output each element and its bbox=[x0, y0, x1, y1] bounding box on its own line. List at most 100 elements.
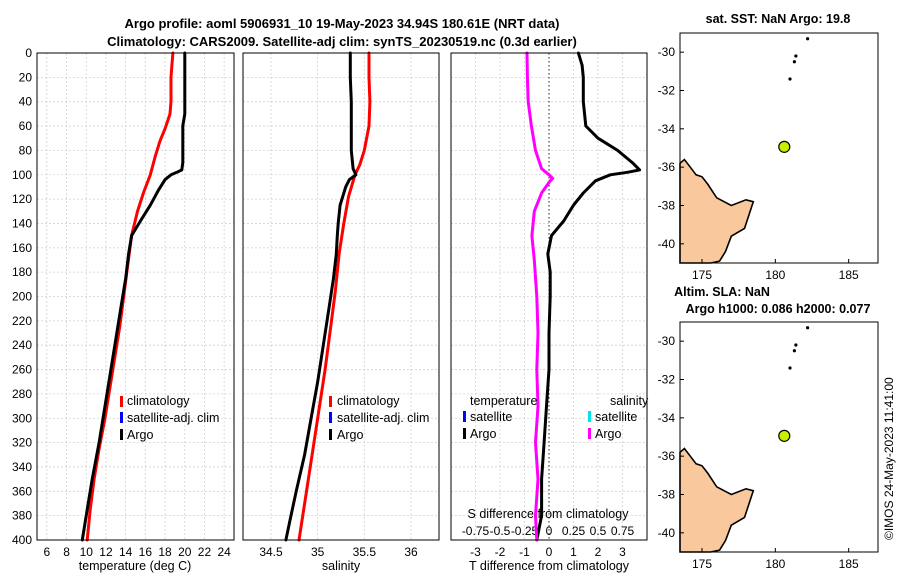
lon-tick-label: 185 bbox=[839, 268, 859, 282]
temperature-legend: climatology satellite-adj. clim Argo bbox=[120, 394, 219, 442]
difference-xlabel: T difference from climatology bbox=[469, 559, 630, 573]
y-tick-label: 240 bbox=[12, 338, 32, 352]
lat-tick-label: -30 bbox=[658, 45, 676, 59]
x-tick-label: 8 bbox=[63, 545, 70, 559]
lat-tick-label: -32 bbox=[658, 373, 676, 387]
x-tick-label: 20 bbox=[178, 545, 192, 559]
argo-float-marker bbox=[778, 429, 791, 442]
lon-tick-label: 175 bbox=[692, 557, 712, 571]
plot-frame bbox=[36, 52, 235, 541]
map-frame bbox=[679, 32, 879, 264]
island-marker bbox=[792, 60, 797, 64]
y-tick-label: 340 bbox=[12, 460, 32, 474]
legend-s-satellite: satellite bbox=[595, 410, 637, 424]
lat-tick-label: -32 bbox=[658, 84, 676, 98]
x-tick-label: 36 bbox=[404, 545, 418, 559]
legend-swatch-t-satellite bbox=[463, 411, 466, 422]
legend-t-argo: Argo bbox=[470, 427, 496, 441]
series-line-climatology bbox=[85, 51, 175, 542]
x-tick-label: 35 bbox=[311, 545, 325, 559]
legend-swatch-satellite-clim bbox=[120, 412, 123, 423]
series-line-s-argo bbox=[525, 51, 555, 542]
sla-map-title-line1: Altim. SLA: NaN bbox=[674, 285, 770, 299]
x-tick-label: 35.5 bbox=[353, 545, 377, 559]
x-tick-label: 14 bbox=[119, 545, 133, 559]
top-tick-label: -0.5 bbox=[490, 524, 511, 538]
series-line-argo bbox=[284, 51, 358, 542]
x-tick-label: 3 bbox=[619, 545, 626, 559]
y-tick-label: 400 bbox=[12, 533, 32, 547]
lat-tick-label: -40 bbox=[658, 526, 676, 540]
sla-map-panel: Altim. SLA: NaN Argo h1000: 0.086 h2000:… bbox=[674, 285, 870, 316]
series-line-climatology bbox=[297, 51, 372, 542]
x-tick-label: 2 bbox=[595, 545, 602, 559]
y-tick-label: 320 bbox=[12, 436, 32, 450]
lat-tick-label: -30 bbox=[658, 334, 676, 348]
new-zealand-land bbox=[679, 158, 755, 264]
y-tick-label: 0 bbox=[25, 46, 32, 60]
x-tick-label: 22 bbox=[198, 545, 212, 559]
top-tick-label: 0 bbox=[546, 524, 553, 538]
y-tick-label: 80 bbox=[19, 143, 33, 157]
island-marker bbox=[806, 326, 810, 330]
island-marker bbox=[788, 366, 792, 370]
x-tick-label: -1 bbox=[519, 545, 530, 559]
y-tick-label: 140 bbox=[12, 216, 32, 230]
argo-float-marker bbox=[778, 140, 791, 153]
salinity-xlabel: salinity bbox=[322, 559, 361, 573]
lat-tick-label: -36 bbox=[658, 449, 676, 463]
legend-swatch-t-argo bbox=[463, 428, 466, 439]
y-tick-label: 40 bbox=[19, 95, 33, 109]
sst-map-panel: sat. SST: NaN Argo: 19.8 bbox=[706, 12, 851, 26]
legend-climatology: climatology bbox=[337, 394, 400, 408]
island-marker bbox=[792, 349, 797, 353]
x-tick-label: 0 bbox=[546, 545, 553, 559]
y-tick-label: 200 bbox=[12, 290, 32, 304]
x-tick-label: 34.5 bbox=[259, 545, 283, 559]
legend-swatch-s-argo bbox=[588, 428, 591, 439]
plot-frame bbox=[242, 52, 440, 541]
legend-swatch-argo bbox=[329, 429, 332, 440]
y-tick-label: 60 bbox=[19, 119, 33, 133]
legend-climatology: climatology bbox=[127, 394, 190, 408]
series-line-argo bbox=[80, 51, 187, 542]
x-tick-label: 1 bbox=[570, 545, 577, 559]
lat-tick-label: -34 bbox=[658, 122, 676, 136]
new-zealand-land bbox=[679, 447, 755, 553]
lat-tick-label: -38 bbox=[658, 488, 676, 502]
figure-title-line1: Argo profile: aoml 5906931_10 19-May-202… bbox=[125, 16, 560, 31]
legend-t-satellite: satellite bbox=[470, 410, 512, 424]
x-tick-label: 24 bbox=[217, 545, 231, 559]
legend-swatch-climatology bbox=[120, 396, 123, 407]
imos-watermark: ©IMOS 24-May-2023 11:41:00 bbox=[882, 377, 896, 540]
legend-temperature-heading: temperature bbox=[470, 394, 537, 408]
x-tick-label: 12 bbox=[99, 545, 113, 559]
x-tick-label: 18 bbox=[158, 545, 172, 559]
y-tick-label: 100 bbox=[12, 168, 32, 182]
top-tick-label: -0.25 bbox=[511, 524, 539, 538]
map-frame bbox=[679, 321, 879, 553]
legend-swatch-argo bbox=[120, 429, 123, 440]
temperature-xlabel: temperature (deg C) bbox=[79, 559, 192, 573]
y-tick-label: 300 bbox=[12, 411, 32, 425]
y-tick-label: 360 bbox=[12, 484, 32, 498]
x-tick-label: 10 bbox=[80, 545, 94, 559]
y-tick-label: 260 bbox=[12, 363, 32, 377]
top-tick-label: 0.5 bbox=[590, 524, 607, 538]
map-map_sst: 175 180 185 -30 -32 -34 -36 -38 -40 bbox=[658, 32, 879, 282]
top-tick-label: 0.75 bbox=[611, 524, 635, 538]
legend-swatch-s-satellite bbox=[588, 411, 591, 422]
legend-satellite-clim: satellite-adj. clim bbox=[127, 411, 219, 425]
lon-tick-label: 175 bbox=[692, 268, 712, 282]
legend-swatch-climatology bbox=[329, 396, 332, 407]
x-tick-label: -2 bbox=[495, 545, 506, 559]
y-tick-label: 180 bbox=[12, 265, 32, 279]
difference-top-xlabel: S difference from climatology bbox=[468, 507, 630, 521]
salinity-legend: climatology satellite-adj. clim Argo bbox=[329, 394, 429, 442]
x-tick-label: 6 bbox=[44, 545, 51, 559]
map-map_sla: 175 180 185 -30 -32 -34 -36 -38 -40 bbox=[658, 321, 879, 571]
island-marker bbox=[794, 54, 798, 58]
island-marker bbox=[794, 343, 798, 347]
plot-frame bbox=[450, 52, 648, 541]
